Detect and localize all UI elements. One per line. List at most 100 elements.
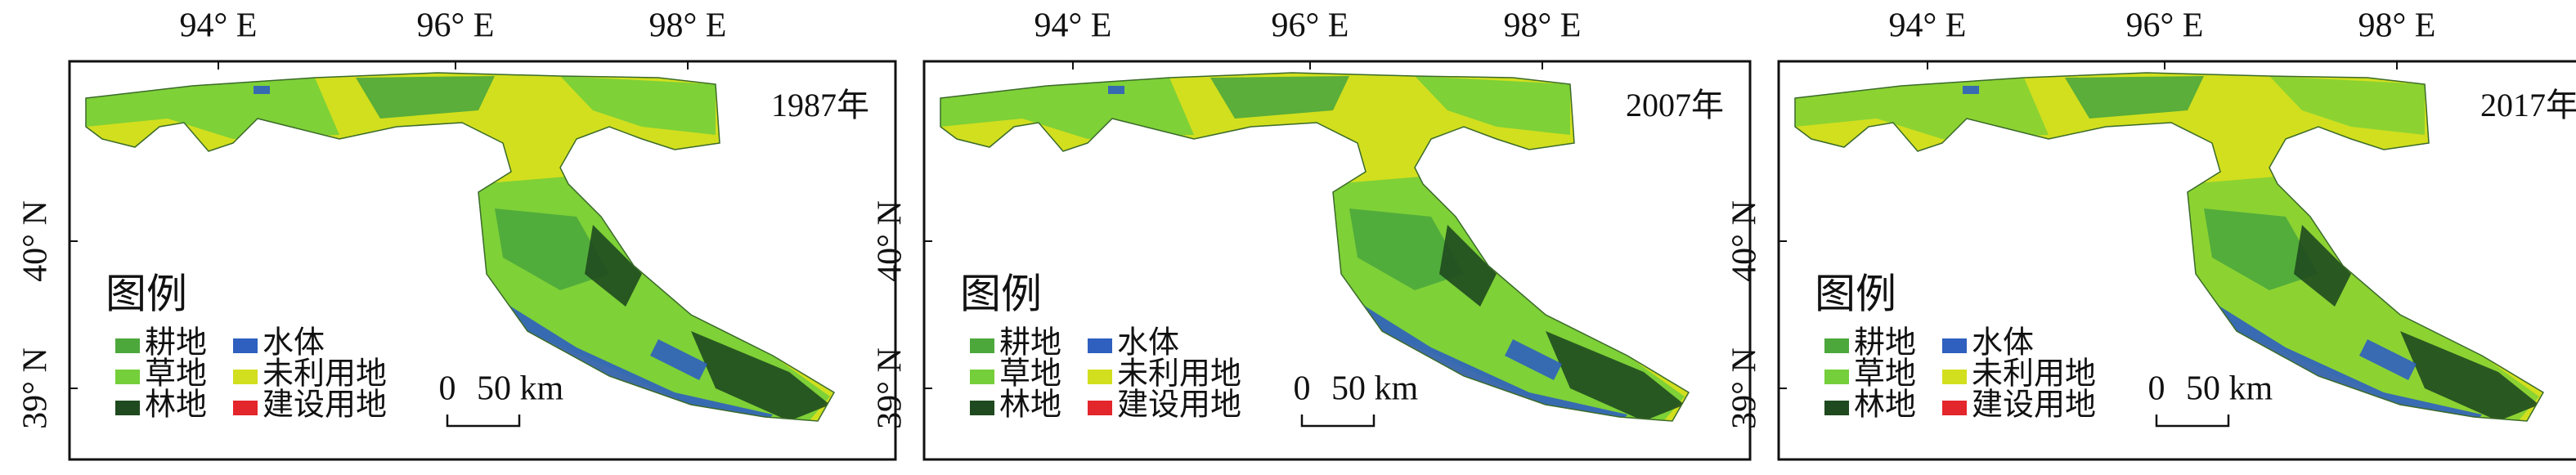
scale-start: 0 [439,370,456,408]
lon-label: 94° E [1889,7,1967,45]
legend-swatch [233,338,258,353]
land-patch [2294,139,2306,151]
map-frame [1777,60,2576,461]
lon-label: 98° E [1504,7,1582,45]
legend-label: 水体 [263,326,325,361]
land-patch [254,86,270,94]
land-patch [1439,225,1497,307]
legend-label: 草地 [145,357,207,392]
lon-label: 96° E [1272,7,1349,45]
land-patch [585,139,597,151]
region-outline [85,72,836,422]
legend-label: 草地 [1854,357,1916,392]
land-patch [1108,86,1124,94]
legend-label: 建设用地 [1972,388,2096,423]
legend-swatch [1824,370,1849,384]
legend-label: 林地 [145,388,207,423]
lon-label: 98° E [2358,7,2436,45]
legend-swatch [115,401,140,415]
lon-label: 96° E [2126,7,2204,45]
year-label: 1987年 [771,87,869,123]
legend-title: 图例 [960,271,1042,316]
legend-label: 水体 [1117,326,1179,361]
scale-bar [446,415,521,428]
lat-label: 39° N [1726,347,1764,429]
legend-label: 未利用地 [263,357,387,392]
legend-swatch [1942,338,1967,353]
land-patch [2065,76,2204,119]
land-patch [2294,225,2351,307]
lat-label: 40° N [17,200,55,282]
land-patch [1439,139,1452,151]
legend-label: 建设用地 [1117,388,1241,423]
scale-bar [1300,415,1376,428]
legend-label: 林地 [999,388,1061,423]
legend-label: 林地 [1854,388,1916,423]
land-patch [650,339,707,380]
legend-swatch [1942,401,1967,415]
land-patch [2204,208,2318,290]
land-patch [691,331,830,421]
legend-swatch [970,338,994,353]
scale-label: 50 km [2186,370,2273,408]
land-patch [356,76,495,119]
legend-swatch [1942,370,1967,384]
lat-label: 40° N [872,200,909,282]
scale-bar [2155,415,2230,428]
land-patch [560,76,716,135]
legend-swatch [233,370,258,384]
land-patch [1210,76,1349,119]
region-outline [1794,72,2545,422]
legend-title: 图例 [1815,271,1896,316]
legend-label: 建设用地 [263,388,387,423]
legend-label: 水体 [1972,326,2034,361]
legend-label: 耕地 [145,326,207,361]
year-label: 2007年 [1626,87,1724,123]
land-patch [1505,339,1562,380]
land-patch [2269,76,2425,135]
land-patch [2400,331,2539,421]
land-patch [495,208,609,290]
legend-label: 未利用地 [1972,357,2096,392]
legend-title: 图例 [105,271,187,316]
lon-label: 94° E [180,7,258,45]
land-patch [2359,339,2417,380]
lon-label: 96° E [417,7,495,45]
legend-swatch [233,401,258,415]
map-frame [922,60,1752,461]
legend-swatch [970,401,994,415]
lat-label: 40° N [1726,200,1764,282]
land-patch [1415,76,1570,135]
scale-start: 0 [2148,370,2165,408]
legend-swatch [970,370,994,384]
legend-swatch [1824,401,1849,415]
land-patch [1546,331,1685,421]
land-patch [1349,208,1464,290]
legend-swatch [1824,338,1849,353]
lat-label: 39° N [17,347,55,429]
legend-swatch [1088,401,1112,415]
lon-label: 94° E [1034,7,1112,45]
legend-swatch [115,370,140,384]
lon-label: 98° E [649,7,727,45]
legend-swatch [1088,370,1112,384]
lat-label: 39° N [872,347,909,429]
legend-label: 未利用地 [1117,357,1241,392]
map-frame [68,60,897,461]
land-cover [86,76,830,421]
land-patch [585,225,642,307]
legend-label: 草地 [999,357,1061,392]
legend-swatch [115,338,140,353]
scale-start: 0 [1294,370,1311,408]
legend-swatch [1088,338,1112,353]
scale-label: 50 km [477,370,564,408]
land-patch [1963,86,1979,94]
region-outline [940,72,1690,422]
year-label: 2017年 [2480,87,2576,123]
legend-label: 耕地 [1854,326,1916,361]
legend-label: 耕地 [999,326,1061,361]
